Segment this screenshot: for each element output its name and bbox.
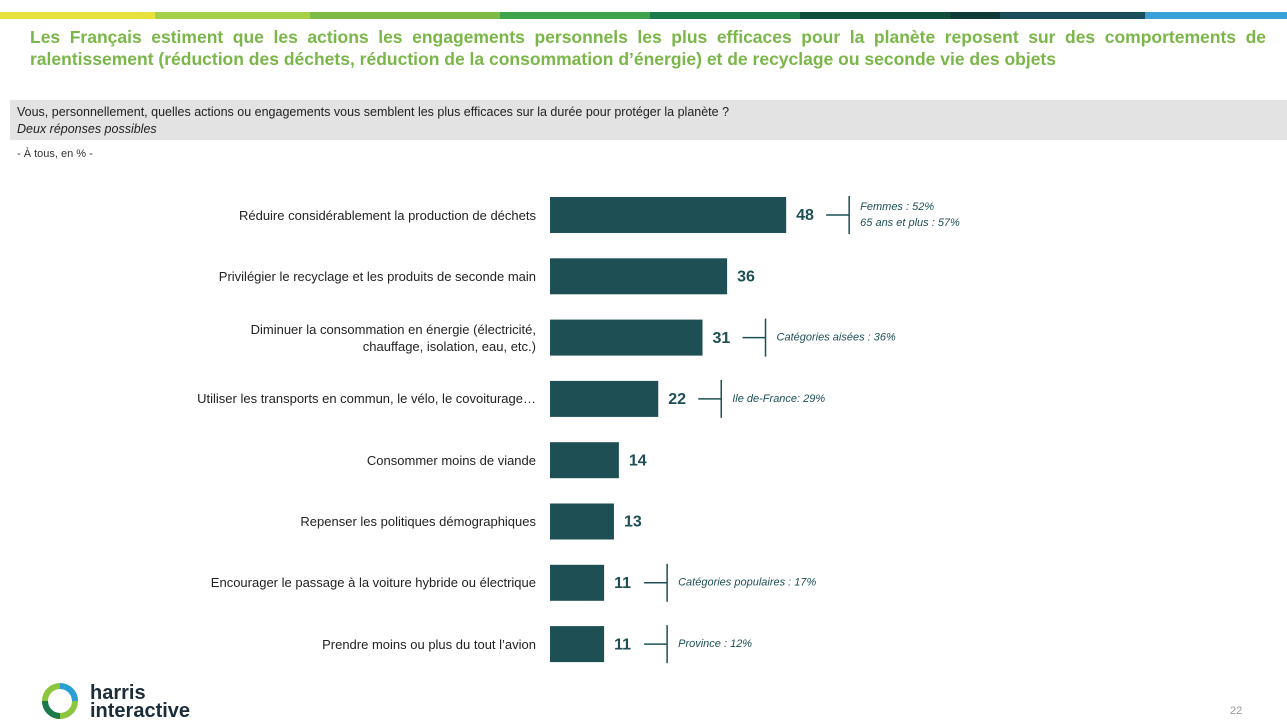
bar [550,319,703,356]
question: Vous, personnellement, quelles actions o… [17,105,730,119]
logo-mark [42,683,78,719]
value-label: 48 [796,207,814,224]
bar [550,442,619,479]
value-label: 14 [629,452,647,469]
question-band [10,100,1287,140]
annotation: Province : 12% [678,638,752,650]
bar [550,197,787,233]
annotation: Catégories populaires : 17% [678,577,816,589]
bar [550,258,728,295]
logo-text: interactive [90,700,191,722]
category-label: Encourager le passage à la voiture hybri… [210,575,536,591]
annotation: Ile de-France: 29% [732,393,825,405]
category-label: Privilégier le recyclage et les produits… [218,268,536,284]
value-label: 11 [614,575,631,592]
value-label: 13 [624,514,642,531]
category-label: Utiliser les transports en commun, le vé… [197,391,536,407]
value-label: 36 [737,269,755,286]
category-label: Repenser les politiques démographiques [300,514,536,529]
value-label: 22 [668,391,686,408]
value-label: 31 [713,330,731,347]
bar [550,564,605,601]
annotation: 65 ans et plus : 57% [860,217,960,229]
category-label: Consommer moins de viande [366,452,536,468]
category-label: Prendre moins ou plus du tout l’avion [322,636,536,652]
subtitle: Deux réponses possibles [17,122,157,136]
category-label: Diminuer la consommation en énergie (éle… [250,321,536,354]
bar [550,626,605,663]
annotation: Catégories aisées : 36% [777,332,896,344]
top-stripe [0,12,1287,19]
page-number: 22 [1230,705,1243,717]
bar [550,503,614,540]
title: Les Français estiment que les actions le… [30,27,1266,69]
annotation: Femmes : 52% [860,201,934,213]
category-label: Réduire considérablement la production d… [238,207,536,223]
bar [550,380,659,417]
note: - À tous, en % - [17,148,93,160]
logo-text: harris [90,682,146,704]
value-label: 11 [614,636,631,653]
